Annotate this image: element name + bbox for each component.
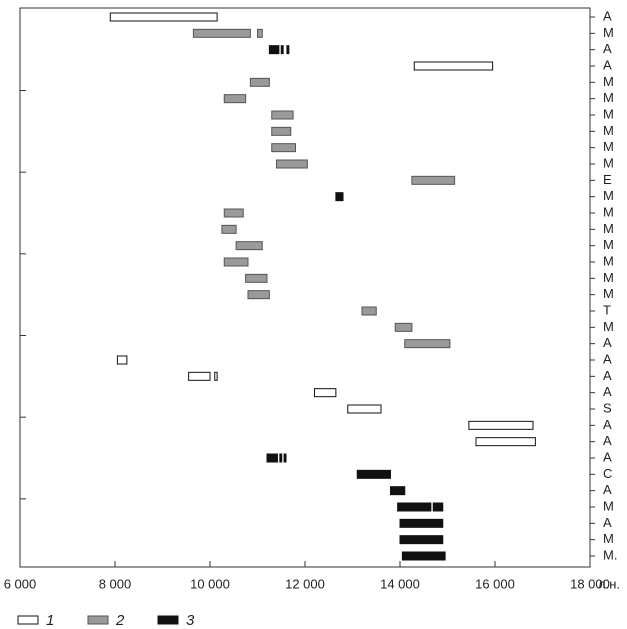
row-label: C <box>603 466 612 481</box>
row-label: M <box>603 319 614 334</box>
row-label: M <box>603 286 614 301</box>
row-label: A <box>603 384 612 399</box>
row-label: S <box>603 400 612 415</box>
range-bar <box>192 28 251 38</box>
row-label: M <box>603 123 614 138</box>
range-bar <box>286 45 290 55</box>
range-bar <box>276 159 308 169</box>
range-bar <box>394 322 413 332</box>
range-bar <box>399 535 444 545</box>
row-label: M. <box>603 547 617 562</box>
row-label: M <box>603 106 614 121</box>
x-tick-label: 8 000 <box>99 576 132 591</box>
legend-label: 3 <box>186 612 195 629</box>
row-label: M <box>603 90 614 105</box>
range-bar <box>279 453 283 463</box>
row-label: A <box>603 8 612 23</box>
range-bar <box>223 208 244 218</box>
row-label: A <box>603 449 612 464</box>
x-tick-label: 18 000 <box>570 576 610 591</box>
row-label: A <box>603 368 612 383</box>
range-bar <box>223 94 247 104</box>
row-label: M <box>603 204 614 219</box>
range-bar <box>411 175 456 185</box>
row-label: T <box>603 302 611 317</box>
row-label: M <box>603 139 614 154</box>
range-bar <box>271 110 294 120</box>
row-label: A <box>603 417 612 432</box>
legend-swatch <box>17 615 39 625</box>
range-bar <box>268 45 280 55</box>
range-bar <box>401 551 446 561</box>
range-bar <box>109 12 218 22</box>
range-bar <box>413 61 494 71</box>
range-bar <box>271 143 296 153</box>
legend-label: 2 <box>115 612 125 629</box>
range-bar <box>247 290 270 300</box>
row-label: A <box>603 41 612 56</box>
x-tick-label: 6 000 <box>4 576 37 591</box>
range-bar <box>432 502 444 512</box>
range-bar <box>356 469 391 479</box>
row-label: A <box>603 57 612 72</box>
x-axis-label: л.н. <box>598 576 620 591</box>
range-bar <box>271 126 292 136</box>
row-label: M <box>603 25 614 40</box>
range-bar <box>249 77 270 87</box>
range-bar <box>314 388 337 398</box>
row-label: M <box>603 237 614 252</box>
row-label: M <box>603 253 614 268</box>
legend-swatch <box>157 615 179 625</box>
range-bar <box>188 371 211 381</box>
row-label: M <box>603 74 614 89</box>
range-bar <box>399 518 444 528</box>
range-bar <box>475 437 536 447</box>
row-label: M <box>603 531 614 546</box>
range-bar <box>283 453 287 463</box>
range-bar <box>221 224 237 234</box>
x-tick-label: 12 000 <box>285 576 325 591</box>
range-bar <box>223 257 249 267</box>
range-bar <box>404 339 451 349</box>
range-bar <box>116 355 128 365</box>
range-bar <box>361 306 377 316</box>
x-tick-label: 16 000 <box>475 576 515 591</box>
legend-label: 1 <box>46 612 54 629</box>
x-tick-label: 10 000 <box>190 576 230 591</box>
plot-frame <box>19 7 591 568</box>
legend-swatch <box>87 615 109 625</box>
row-label: E <box>603 172 612 187</box>
row-label: M <box>603 270 614 285</box>
range-bar <box>257 28 263 38</box>
range-bar <box>266 453 278 463</box>
row-label: M <box>603 155 614 170</box>
row-label: A <box>603 515 612 530</box>
range-bar <box>390 486 406 496</box>
row-label: A <box>603 482 612 497</box>
row-label: A <box>603 351 612 366</box>
x-tick-label: 14 000 <box>380 576 420 591</box>
range-bar <box>280 45 284 55</box>
range-bar <box>468 420 534 430</box>
range-bar <box>235 241 263 251</box>
row-label: M <box>603 498 614 513</box>
row-label: A <box>603 433 612 448</box>
range-bar <box>335 192 344 202</box>
row-label: M <box>603 221 614 236</box>
row-label: A <box>603 335 612 350</box>
row-label: M <box>603 188 614 203</box>
range-bar <box>347 404 382 414</box>
range-bar <box>214 371 218 381</box>
range-bar <box>245 273 268 283</box>
range-bar <box>397 502 432 512</box>
